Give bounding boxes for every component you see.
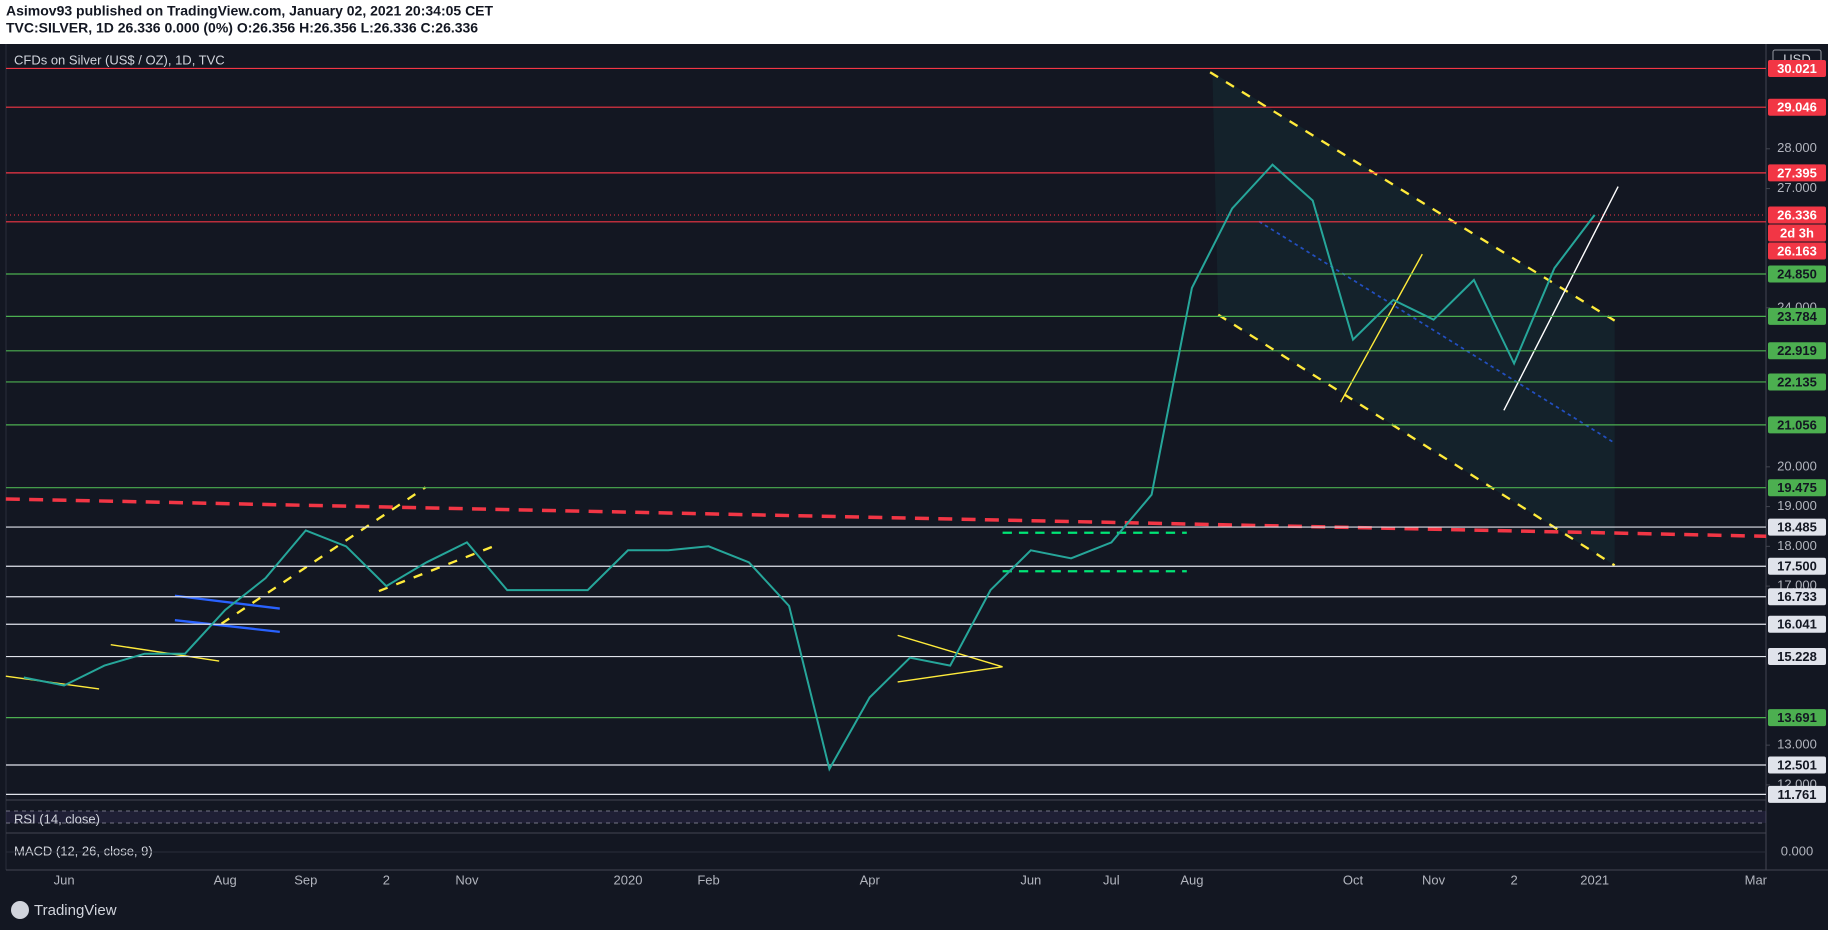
brand-logo[interactable] — [11, 901, 29, 919]
pennant-line — [897, 634, 1003, 668]
x-tick-label: Jun — [1020, 872, 1041, 887]
brand[interactable]: TradingView — [34, 902, 117, 919]
price-label-bg — [1768, 206, 1826, 224]
trend-line — [1503, 186, 1619, 411]
price-label: 13.691 — [1777, 710, 1817, 725]
price-label-bg — [1768, 615, 1826, 633]
x-tick-label: 2 — [383, 872, 390, 887]
x-tick-label: Jun — [54, 872, 75, 887]
price-label-bg — [1768, 342, 1826, 360]
price-label: 11.761 — [1777, 787, 1816, 802]
price-label: 15.228 — [1777, 649, 1817, 664]
price-label: 26.336 — [1777, 207, 1817, 222]
y-tick-label: 0.000 — [1781, 843, 1814, 858]
price-label-bg — [1768, 224, 1826, 242]
price-line — [23, 163, 1596, 772]
trend-line — [220, 486, 427, 625]
flag-line — [174, 619, 280, 634]
author-line: Asimov93 published on TradingView.com, J… — [6, 3, 494, 19]
price-label-bg — [1768, 373, 1826, 391]
channel-line — [1217, 313, 1616, 567]
price-label: 23.784 — [1777, 309, 1818, 324]
x-tick-label: Aug — [214, 872, 237, 887]
trend-line — [5, 497, 1767, 539]
price-label-bg — [1768, 588, 1826, 606]
chart-bg — [0, 44, 1828, 930]
y-tick-label: 28.000 — [1777, 140, 1817, 155]
price-label: 22.919 — [1777, 343, 1817, 358]
symbol-line: TVC:SILVER, 1D 26.336 0.000 (0%) O:26.35… — [6, 20, 478, 36]
price-label-bg — [1768, 416, 1826, 434]
y-tick-label: 27.000 — [1777, 180, 1817, 195]
rsi-label: RSI (14, close) — [14, 811, 100, 826]
x-tick-label: Oct — [1343, 872, 1364, 887]
x-tick-label: 2021 — [1580, 872, 1609, 887]
price-label-bg — [1768, 307, 1826, 325]
y-tick-label: 20.000 — [1777, 458, 1817, 473]
price-label: 18.485 — [1777, 520, 1817, 535]
price-label-bg — [1768, 242, 1826, 260]
x-tick-label: Feb — [697, 872, 719, 887]
price-label-bg — [1768, 98, 1826, 116]
header-bg — [0, 0, 1828, 44]
price-label: 2d 3h — [1780, 225, 1814, 240]
price-label-bg — [1768, 756, 1826, 774]
price-label: 29.046 — [1777, 100, 1817, 115]
price-label-bg — [1768, 164, 1826, 182]
trend-line — [378, 544, 496, 593]
price-label: 24.850 — [1777, 266, 1817, 281]
price-label-bg — [1768, 518, 1826, 536]
price-label: 16.041 — [1777, 617, 1817, 632]
y-tick-label: 18.000 — [1777, 538, 1817, 553]
x-tick-label: Nov — [1422, 872, 1446, 887]
rsi-fill — [6, 811, 1766, 823]
price-label-bg — [1768, 265, 1826, 283]
x-tick-label: Aug — [1180, 872, 1203, 887]
channel-line — [1209, 71, 1616, 322]
x-tick-label: 2020 — [614, 872, 643, 887]
price-label: 27.395 — [1777, 165, 1817, 180]
price-label-bg — [1768, 648, 1826, 666]
price-label: 17.500 — [1777, 559, 1817, 574]
y-tick-label: 13.000 — [1777, 737, 1817, 752]
price-label-bg — [1768, 479, 1826, 497]
price-label-bg — [1768, 785, 1826, 803]
x-tick-label: Apr — [860, 872, 881, 887]
price-label-bg — [1768, 59, 1826, 77]
trend-line — [1340, 253, 1423, 403]
x-tick-label: Sep — [294, 872, 317, 887]
price-label: 22.135 — [1777, 374, 1817, 389]
price-label-bg — [1768, 557, 1826, 575]
price-label: 12.501 — [1777, 757, 1817, 772]
y-tick-label: 19.000 — [1777, 498, 1817, 513]
price-label: 19.475 — [1777, 480, 1817, 495]
x-tick-label: 2 — [1511, 872, 1518, 887]
x-tick-label: Jul — [1103, 872, 1120, 887]
price-label: 16.733 — [1777, 589, 1817, 604]
price-label-bg — [1768, 709, 1826, 727]
macd-label: MACD (12, 26, close, 9) — [14, 843, 153, 858]
price-label: 21.056 — [1777, 417, 1817, 432]
x-tick-label: Nov — [455, 872, 479, 887]
flag-line — [174, 594, 280, 610]
chart-title: CFDs on Silver (US$ / OZ), 1D, TVC — [14, 52, 225, 67]
pennant-line — [897, 666, 1003, 683]
channel-fill — [1212, 72, 1615, 566]
x-tick-label: Mar — [1745, 872, 1768, 887]
price-label: 26.163 — [1777, 243, 1817, 258]
price-label: 30.021 — [1777, 61, 1817, 76]
